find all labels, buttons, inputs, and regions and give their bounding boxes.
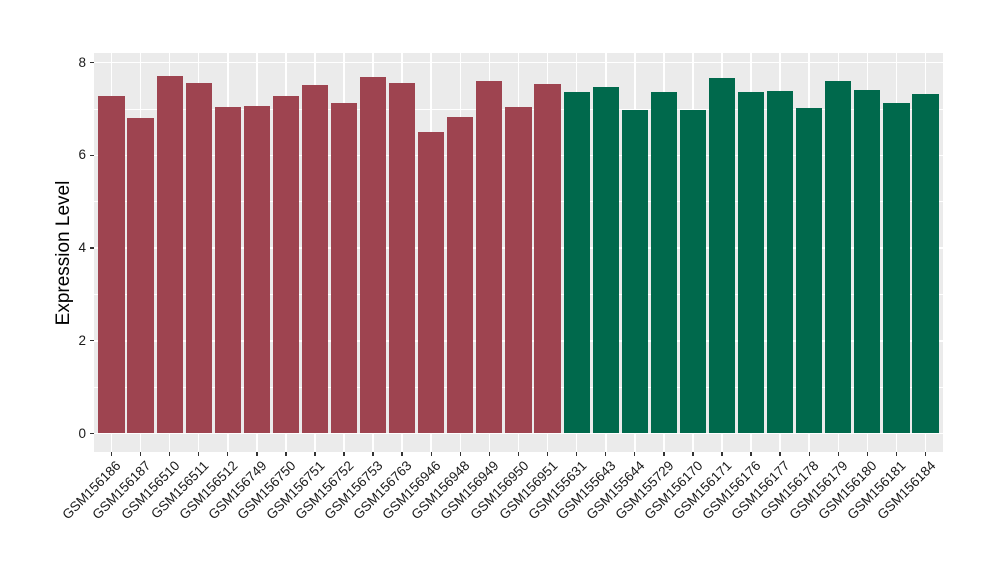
x-axis-tick (110, 452, 113, 456)
x-axis-tick (808, 452, 810, 456)
x-axis-tick (197, 452, 200, 456)
x-axis-tick (256, 452, 258, 456)
y-axis-tick (90, 62, 94, 64)
x-axis-tick (517, 452, 520, 456)
bar-GSM156178 (796, 108, 823, 434)
bar-GSM156180 (854, 90, 881, 434)
bar-GSM156752 (330, 102, 358, 434)
x-axis-tick (721, 452, 723, 456)
x-axis-tick (924, 452, 927, 456)
x-axis-tick (663, 452, 665, 456)
bar-GSM156171 (708, 78, 736, 434)
x-axis-tick (837, 452, 840, 456)
bar-GSM156946 (418, 131, 445, 434)
bar-GSM156512 (214, 106, 241, 434)
x-axis-tick (779, 452, 781, 456)
x-axis-tick (692, 452, 694, 456)
bar-GSM156949 (476, 80, 503, 434)
y-axis-label: 6 (78, 147, 86, 163)
bar-GSM155644 (621, 109, 648, 434)
y-axis-label: 8 (78, 54, 86, 70)
bar-GSM156753 (360, 76, 387, 434)
x-axis-tick (546, 452, 549, 456)
bar-GSM156181 (883, 103, 910, 434)
bar-GSM156187 (127, 117, 154, 434)
bar-GSM156950 (505, 106, 532, 434)
bar-GSM156170 (679, 109, 707, 434)
y-axis-tick (90, 432, 94, 435)
bar-GSM156511 (185, 83, 212, 434)
x-axis-tick (285, 452, 287, 456)
bar-GSM155631 (563, 91, 590, 434)
bar-GSM156751 (301, 84, 329, 434)
y-axis-tick (90, 154, 94, 157)
plot-panel (94, 53, 943, 452)
bar-GSM156763 (389, 83, 416, 434)
bar-GSM155643 (592, 86, 619, 434)
x-axis-tick (343, 452, 345, 456)
bar-GSM156750 (272, 95, 299, 434)
x-axis-tick (168, 452, 171, 456)
y-axis-label: 0 (78, 425, 86, 441)
bar-GSM156948 (447, 116, 474, 434)
x-axis-tick (139, 452, 142, 456)
x-axis-tick (488, 452, 491, 456)
y-axis-tick (90, 340, 94, 342)
x-axis-tick (750, 452, 752, 456)
y-axis-label: 4 (78, 240, 86, 256)
x-axis-tick (430, 452, 432, 456)
bar-GSM156749 (243, 105, 270, 434)
bar-GSM156951 (534, 84, 561, 434)
x-axis-tick (401, 452, 403, 456)
gridline-horizontal-major (94, 61, 943, 64)
x-axis-tick (227, 452, 229, 456)
bar-GSM156184 (912, 94, 939, 434)
x-axis-tick (575, 452, 578, 456)
bar-GSM156186 (98, 95, 125, 434)
y-axis-tick (90, 247, 94, 249)
x-axis-tick (895, 452, 898, 456)
bar-GSM156176 (738, 92, 765, 434)
bar-GSM156177 (767, 90, 794, 434)
x-axis-tick (634, 452, 636, 456)
y-axis-label: 2 (78, 332, 86, 348)
bar-GSM156179 (825, 80, 852, 434)
x-axis-tick (372, 452, 374, 456)
x-axis-tick (459, 452, 462, 456)
x-axis-tick (314, 452, 316, 456)
gridline-horizontal-major (94, 432, 943, 435)
x-axis-tick (605, 452, 607, 456)
x-axis-tick (866, 452, 869, 456)
bar-GSM156510 (156, 75, 183, 434)
bar-GSM155729 (650, 92, 677, 434)
